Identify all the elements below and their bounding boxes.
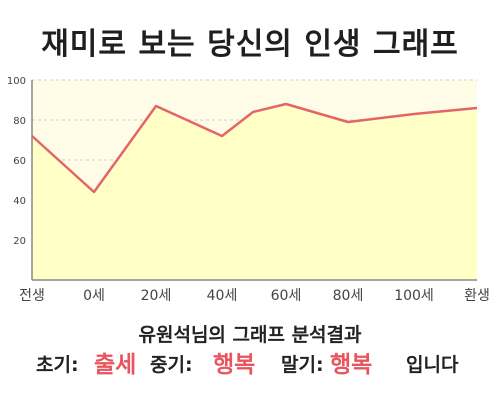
analysis-result-line: 초기: 출세 중기: 행복 말기: 행복 입니다: [0, 348, 500, 382]
x-tick-label: 0세: [83, 288, 105, 304]
x-tick-label: 60세: [271, 288, 302, 304]
x-tick-label: 20세: [141, 288, 172, 304]
series-area: [32, 104, 477, 280]
y-tick-label: 20: [13, 236, 26, 247]
life-graph-chart: 20 40 60 80 100 전생 0세 20세 40세 60세 80세 100세 환생: [7, 76, 490, 304]
x-tick-label: 80세: [333, 288, 364, 304]
y-tick-label: 40: [13, 196, 26, 207]
middle-value: 행복: [213, 352, 256, 378]
early-label: 초기:: [36, 354, 79, 376]
x-tick-label: 40세: [207, 288, 238, 304]
early-value: 출세: [94, 352, 137, 378]
y-tick-label: 80: [13, 116, 26, 127]
late-label: 말기:: [281, 354, 324, 376]
x-tick-label: 100세: [394, 288, 434, 304]
y-tick-label: 100: [7, 76, 26, 87]
series-line: [31, 102, 478, 194]
middle-label: 중기:: [150, 354, 193, 376]
x-tick-label: 환생: [464, 288, 490, 304]
analysis-heading: 유원석님의 그래프 분석결과: [138, 324, 362, 346]
page-title: 재미로 보는 당신의 인생 그래프: [41, 27, 459, 62]
y-tick-label: 60: [13, 156, 26, 167]
late-value: 행복: [330, 352, 373, 378]
ending-text: 입니다: [406, 354, 459, 376]
x-tick-label: 전생: [19, 288, 45, 304]
